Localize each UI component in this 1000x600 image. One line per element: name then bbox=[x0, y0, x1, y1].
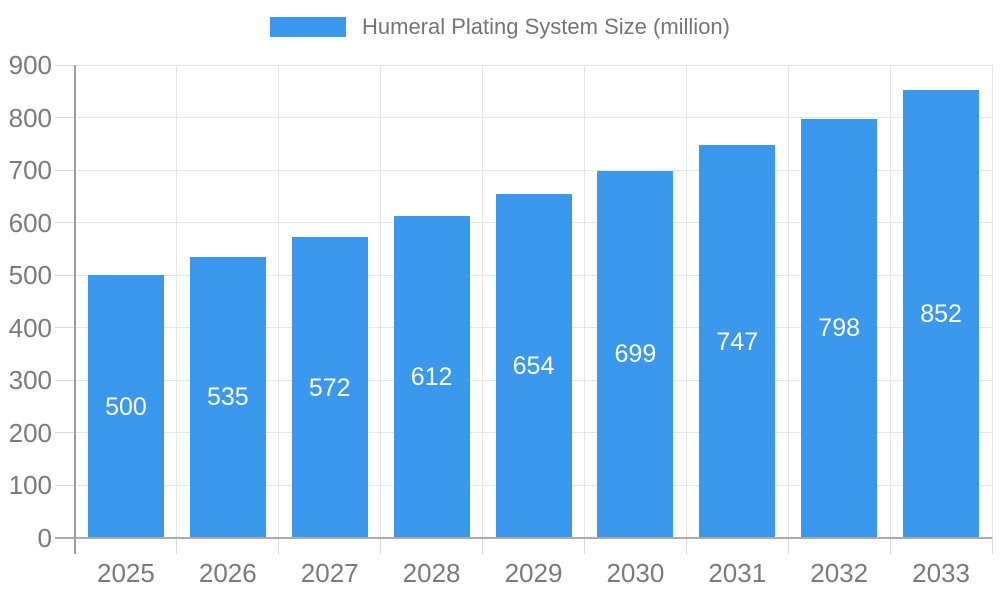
x-axis-tick bbox=[685, 538, 687, 554]
y-tick-label: 500 bbox=[8, 260, 52, 291]
bar-2025[interactable] bbox=[87, 275, 164, 538]
y-axis-tick bbox=[55, 117, 75, 119]
x-gridline bbox=[787, 65, 789, 538]
y-tick-label: 200 bbox=[8, 417, 52, 448]
bar-2027[interactable] bbox=[291, 237, 368, 538]
x-tick-label: 2032 bbox=[810, 558, 869, 588]
legend-label: Humeral Plating System Size (million) bbox=[362, 14, 730, 39]
y-tick-label: 100 bbox=[8, 470, 52, 501]
bar-2026[interactable] bbox=[189, 256, 266, 538]
y-tick-label: 300 bbox=[8, 365, 52, 396]
x-gridline bbox=[991, 65, 993, 538]
chart-legend[interactable]: Humeral Plating System Size (million) bbox=[0, 14, 1000, 40]
y-tick-label: 700 bbox=[8, 155, 52, 186]
x-tick-label: 2031 bbox=[708, 558, 767, 588]
bar-value-label: 535 bbox=[206, 383, 249, 412]
x-axis-tick bbox=[278, 538, 280, 554]
y-axis-tick bbox=[55, 432, 75, 434]
y-tick-label: 0 bbox=[37, 523, 52, 553]
bar-2033[interactable] bbox=[903, 90, 980, 538]
x-gridline bbox=[685, 65, 687, 538]
y-tick-label: 800 bbox=[8, 102, 52, 133]
y-gridline bbox=[75, 169, 992, 171]
y-axis-tick bbox=[55, 327, 75, 329]
bar-value-label: 747 bbox=[716, 327, 759, 356]
y-tick-label: 900 bbox=[8, 50, 52, 80]
x-gridline bbox=[583, 65, 585, 538]
y-axis-line bbox=[74, 65, 76, 554]
bar-2029[interactable] bbox=[495, 194, 572, 538]
y-gridline bbox=[75, 117, 992, 119]
x-gridline bbox=[889, 65, 891, 538]
x-axis-tick bbox=[482, 538, 484, 554]
bar-value-label: 500 bbox=[105, 392, 147, 421]
bar-2032[interactable] bbox=[801, 118, 878, 538]
x-axis-tick bbox=[991, 538, 993, 554]
bar-2028[interactable] bbox=[393, 216, 470, 538]
x-axis-line bbox=[55, 537, 992, 539]
x-axis-tick bbox=[380, 538, 382, 554]
bar-value-label: 612 bbox=[410, 363, 453, 392]
bar-value-label: 572 bbox=[308, 373, 351, 402]
y-axis-tick bbox=[55, 222, 75, 224]
y-axis-tick bbox=[55, 379, 75, 381]
y-axis-tick bbox=[55, 274, 75, 276]
x-gridline bbox=[278, 65, 280, 538]
x-tick-label: 2030 bbox=[606, 558, 665, 588]
x-gridline bbox=[380, 65, 382, 538]
x-gridline bbox=[482, 65, 484, 538]
y-axis-tick bbox=[55, 169, 75, 171]
bar-value-label: 699 bbox=[614, 340, 657, 369]
bar-value-label: 852 bbox=[920, 300, 962, 329]
x-tick-label: 2026 bbox=[198, 558, 257, 588]
y-tick-label: 600 bbox=[8, 207, 52, 238]
bar-2031[interactable] bbox=[699, 145, 776, 538]
x-gridline bbox=[176, 65, 178, 538]
y-axis-tick bbox=[55, 484, 75, 486]
bar-2030[interactable] bbox=[597, 170, 674, 538]
x-axis-tick bbox=[583, 538, 585, 554]
bar-value-label: 654 bbox=[512, 352, 555, 381]
x-axis-tick bbox=[889, 538, 891, 554]
x-tick-label: 2029 bbox=[504, 558, 563, 588]
x-tick-label: 2027 bbox=[300, 558, 359, 588]
legend-swatch bbox=[270, 17, 346, 37]
x-tick-label: 2028 bbox=[402, 558, 461, 588]
y-gridline bbox=[75, 64, 992, 66]
y-tick-label: 400 bbox=[8, 312, 52, 343]
y-axis-tick bbox=[55, 64, 75, 66]
x-tick-label: 2025 bbox=[97, 558, 155, 588]
x-tick-label: 2033 bbox=[912, 558, 970, 588]
x-axis-tick bbox=[176, 538, 178, 554]
x-axis-tick bbox=[787, 538, 789, 554]
bar-value-label: 798 bbox=[818, 314, 861, 343]
